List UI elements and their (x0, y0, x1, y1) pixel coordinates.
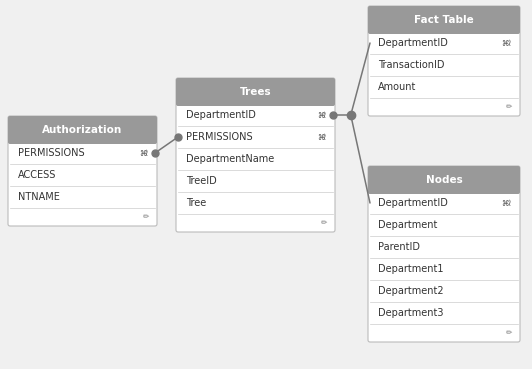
Text: $\it{\wr}$: $\it{\wr}$ (144, 148, 149, 159)
Text: Department1: Department1 (378, 264, 444, 274)
Text: ⌘: ⌘ (313, 132, 325, 141)
Text: ⌘: ⌘ (136, 148, 147, 158)
Text: $\it{\wr}$: $\it{\wr}$ (322, 110, 327, 121)
FancyBboxPatch shape (176, 78, 335, 232)
Text: Trees: Trees (240, 87, 271, 97)
Text: Tree: Tree (186, 198, 206, 208)
Text: $\it{\wr}$: $\it{\wr}$ (322, 131, 327, 142)
Text: Amount: Amount (378, 82, 417, 92)
Text: DepartmentID: DepartmentID (378, 38, 448, 48)
Text: ⌘: ⌘ (498, 38, 510, 48)
Text: ACCESS: ACCESS (18, 170, 56, 180)
Text: PERMISSIONS: PERMISSIONS (18, 148, 85, 158)
Text: Fact Table: Fact Table (414, 15, 474, 25)
Text: Authorization: Authorization (43, 125, 122, 135)
FancyBboxPatch shape (8, 116, 157, 144)
Text: TreeID: TreeID (186, 176, 217, 186)
FancyBboxPatch shape (368, 6, 520, 116)
FancyBboxPatch shape (368, 166, 520, 342)
Text: Department3: Department3 (378, 308, 444, 318)
Text: NTNAME: NTNAME (18, 192, 60, 202)
Text: ✏: ✏ (505, 101, 512, 110)
Text: $\it{\wr}$: $\it{\wr}$ (508, 38, 512, 48)
Text: DepartmentID: DepartmentID (378, 198, 448, 208)
Text: PERMISSIONS: PERMISSIONS (186, 132, 253, 142)
Text: Department2: Department2 (378, 286, 444, 296)
Text: DepartmentID: DepartmentID (186, 110, 256, 120)
FancyBboxPatch shape (368, 166, 520, 194)
FancyBboxPatch shape (176, 78, 335, 106)
Text: ✏: ✏ (505, 328, 512, 337)
Text: ✏: ✏ (143, 211, 149, 221)
Text: ✏: ✏ (321, 217, 327, 227)
Text: Nodes: Nodes (426, 175, 462, 185)
FancyBboxPatch shape (368, 6, 520, 34)
Text: DepartmentName: DepartmentName (186, 154, 275, 164)
FancyBboxPatch shape (8, 116, 157, 226)
Text: ParentID: ParentID (378, 242, 420, 252)
Text: ⌘: ⌘ (313, 110, 325, 120)
Text: $\it{\wr}$: $\it{\wr}$ (508, 197, 512, 208)
Text: Department: Department (378, 220, 437, 230)
Text: TransactionID: TransactionID (378, 60, 445, 70)
Text: ⌘: ⌘ (498, 199, 510, 207)
